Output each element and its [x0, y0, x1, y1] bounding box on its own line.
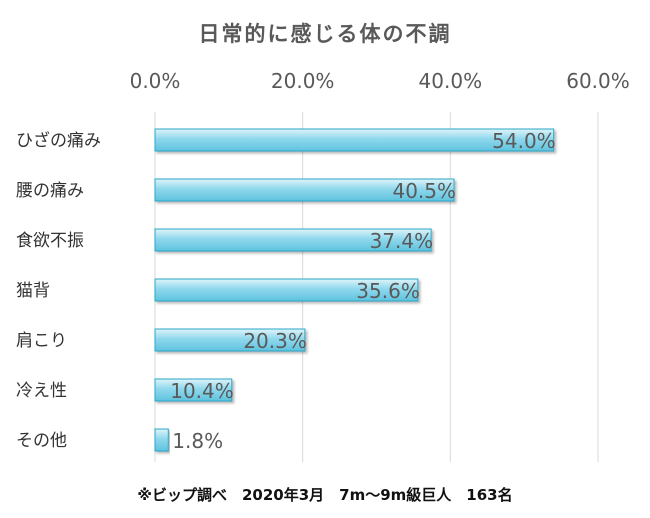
- category-label: 冷え性: [16, 381, 67, 401]
- bar: [154, 278, 419, 302]
- bar: [154, 228, 432, 252]
- data-label: 40.5%: [392, 179, 456, 203]
- x-tick-label: 60.0%: [566, 69, 630, 93]
- category-label: 猫背: [16, 281, 50, 301]
- bar: [154, 178, 455, 202]
- data-label: 20.3%: [243, 329, 307, 353]
- data-label: 37.4%: [370, 229, 434, 253]
- x-tick-label: 20.0%: [271, 69, 335, 93]
- category-label: 腰の痛み: [16, 181, 84, 201]
- chart-title: 日常的に感じる体の不調: [198, 22, 452, 46]
- data-label: 35.6%: [356, 279, 420, 303]
- chart-footnote: ※ビップ調べ 2020年3月 7m〜9m級巨人 163名: [137, 486, 513, 504]
- x-tick-label: 0.0%: [130, 69, 181, 93]
- category-label: 肩こり: [16, 331, 67, 351]
- bar: [154, 128, 555, 152]
- data-label: 10.4%: [170, 379, 234, 403]
- bar: [154, 428, 169, 452]
- data-label: 1.8%: [172, 429, 223, 453]
- category-label: ひざの痛み: [16, 130, 101, 151]
- category-label: 食欲不振: [16, 231, 84, 251]
- category-label: その他: [16, 431, 67, 451]
- x-tick-label: 40.0%: [419, 69, 483, 93]
- bar: [154, 328, 306, 352]
- bar: [154, 378, 233, 402]
- data-label: 54.0%: [492, 129, 556, 153]
